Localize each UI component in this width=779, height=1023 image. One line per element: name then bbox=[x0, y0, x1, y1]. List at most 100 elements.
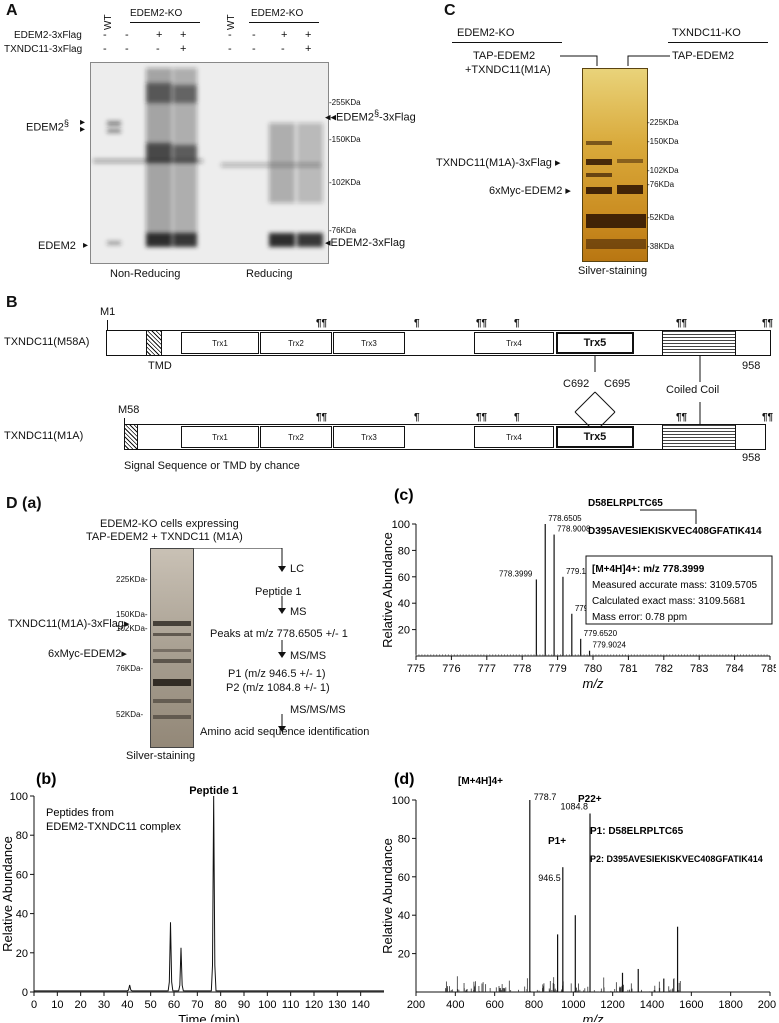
caption-nonreducing: Non-Reducing bbox=[110, 268, 181, 280]
pil-2f: ¶¶ bbox=[762, 412, 774, 423]
trx3-box-1: Trx3 bbox=[333, 332, 405, 354]
x-tick-label: 779 bbox=[548, 663, 566, 675]
row1-sign: - bbox=[228, 29, 232, 41]
marker-c-3: -76KDa bbox=[647, 180, 675, 189]
y-tick-label: 60 bbox=[398, 872, 410, 884]
pil-1f: ¶¶ bbox=[762, 318, 774, 329]
row1-sign: - bbox=[252, 29, 256, 41]
ms-spectrum-d: (d) 200 400 600 800 1000 1200 1400 1600 1800 2000 2… bbox=[380, 771, 776, 1022]
y-tick-label: 80 bbox=[398, 545, 410, 557]
trx5-box-2: Trx5 bbox=[556, 426, 634, 448]
marker-c-1: -150KDa bbox=[647, 137, 679, 146]
ko-header-left: EDEM2-KO bbox=[130, 8, 183, 19]
silver-bands-d bbox=[153, 621, 191, 719]
c-lane-left-2: +TXNDC11(M1A) bbox=[465, 64, 551, 76]
y-tick-label: 20 bbox=[16, 948, 28, 960]
x-tick-label: 30 bbox=[98, 999, 110, 1011]
marker-d-3: 76KDa- bbox=[116, 664, 144, 673]
x-tick-label: 10 bbox=[51, 999, 63, 1011]
marker-d-4: 52KDa- bbox=[116, 710, 144, 719]
flow-ms: MS bbox=[290, 606, 307, 618]
info-box bbox=[585, 555, 773, 625]
flow-msmsms: MS/MS/MS bbox=[290, 704, 346, 716]
x-tick-label: 1600 bbox=[679, 999, 703, 1011]
row2-sign: + bbox=[305, 43, 312, 55]
x-tick-label: 130 bbox=[328, 999, 346, 1011]
peak-label: 779.1512 bbox=[566, 567, 600, 576]
x-tick-label: 1200 bbox=[600, 999, 624, 1011]
marker-c-5: -38KDa bbox=[647, 242, 675, 251]
panel-b-sub: (b) bbox=[36, 771, 56, 788]
row2-sign: - bbox=[281, 43, 285, 55]
row2-sign: - bbox=[103, 43, 107, 55]
x-tick-label: 70 bbox=[191, 999, 203, 1011]
row1-sign: + bbox=[305, 29, 312, 41]
marker-d-1: 150KDa- bbox=[116, 610, 148, 619]
x-tick-label: 90 bbox=[238, 999, 250, 1011]
x-tick-label: 600 bbox=[485, 999, 503, 1011]
peak-label: 778.6505 bbox=[548, 514, 582, 523]
pil-1e: ¶¶ bbox=[676, 318, 688, 329]
x-tick-label: 785 bbox=[761, 663, 776, 675]
x-tick-label: 778 bbox=[513, 663, 531, 675]
x-tick-label: 20 bbox=[75, 999, 87, 1011]
trx1-box-2: Trx1 bbox=[181, 426, 259, 448]
coiled-coil-label: Coiled Coil bbox=[666, 384, 720, 396]
x-tick-label: 782 bbox=[655, 663, 673, 675]
y-tick-label: 80 bbox=[16, 830, 28, 842]
marker-d-0: 225KDa- bbox=[116, 575, 148, 584]
x-tick-label: 120 bbox=[305, 999, 323, 1011]
x-tick-label: 800 bbox=[525, 999, 543, 1011]
y-axis-label: Relative Abundance bbox=[380, 838, 395, 954]
row1-sign: + bbox=[156, 29, 163, 41]
y-tick-label: 60 bbox=[398, 572, 410, 584]
label-mh: [M+4H]4+ bbox=[458, 776, 503, 787]
marker-a-2: -102KDa bbox=[329, 178, 361, 187]
x-tick-label: 775 bbox=[407, 663, 425, 675]
m1-label: M1 bbox=[100, 306, 116, 318]
crosslink-line bbox=[640, 509, 697, 524]
row2-sign: - bbox=[156, 43, 160, 55]
flow-final: Amino acid sequence identification bbox=[200, 726, 370, 738]
x-tick-label: 1400 bbox=[640, 999, 664, 1011]
marker-c-4: -52KDa bbox=[647, 213, 675, 222]
flow-arrows bbox=[194, 548, 286, 732]
x-tick-label: 1800 bbox=[718, 999, 742, 1011]
pil-2b: ¶ bbox=[414, 412, 420, 423]
x-tick-label: 110 bbox=[282, 999, 300, 1011]
annotation-1: Peptides from bbox=[46, 807, 114, 819]
row2-sign: + bbox=[180, 43, 187, 55]
peak-label: 778.3999 bbox=[499, 569, 533, 578]
peptide-bottom: D395AVESIEKISKVEC408GFATIK414 bbox=[588, 526, 762, 537]
c-band1: TXNDC11(M1A)-3xFlag ▸ bbox=[436, 157, 561, 169]
y-tick-label: 80 bbox=[398, 833, 410, 845]
flow-p2: P2 (m/z 1084.8 +/- 1) bbox=[226, 682, 330, 694]
pil-2d: ¶ bbox=[514, 412, 520, 423]
tmd-box-1 bbox=[146, 330, 162, 356]
trx4-box-2: Trx4 bbox=[474, 426, 554, 448]
western-blot bbox=[90, 62, 329, 264]
silver-gel-c bbox=[582, 68, 648, 262]
info-line-3: Mass error: 0.78 ppm bbox=[592, 612, 687, 623]
x-tick-label: 780 bbox=[584, 663, 602, 675]
pil-2c: ¶¶ bbox=[476, 412, 488, 423]
da-title1: EDEM2-KO cells expressing bbox=[100, 518, 239, 530]
annotation-2: EDEM2-TXNDC11 complex bbox=[46, 821, 181, 833]
row1-label: EDEM2-3xFlag bbox=[14, 30, 82, 41]
row2-label: TXNDC11-3xFlag bbox=[4, 44, 83, 55]
lc-chromatogram-b: (b) 0 10 20 30 40 50 60 70 80 90 100 110 120 130 140 0 20… bbox=[0, 771, 384, 1022]
label-p1: P1+ bbox=[548, 836, 566, 847]
marker-a-3: -76KDa bbox=[329, 226, 357, 235]
x-tick-label: 200 bbox=[407, 999, 425, 1011]
x-tick-label: 781 bbox=[619, 663, 637, 675]
flow-msms: MS/MS bbox=[290, 650, 327, 662]
m58-label: M58 bbox=[118, 404, 140, 416]
y-tick-label: 100 bbox=[392, 795, 410, 807]
x-tick-label: 140 bbox=[351, 999, 369, 1011]
ko-header-right: EDEM2-KO bbox=[251, 8, 304, 19]
x-tick-label: 783 bbox=[690, 663, 708, 675]
peak-label: 946.5 bbox=[538, 873, 561, 883]
legend-p1: P1: D58ELRPLTC65 bbox=[590, 826, 684, 837]
end-958-1: 958 bbox=[742, 360, 761, 372]
pil-2e: ¶¶ bbox=[676, 412, 688, 423]
